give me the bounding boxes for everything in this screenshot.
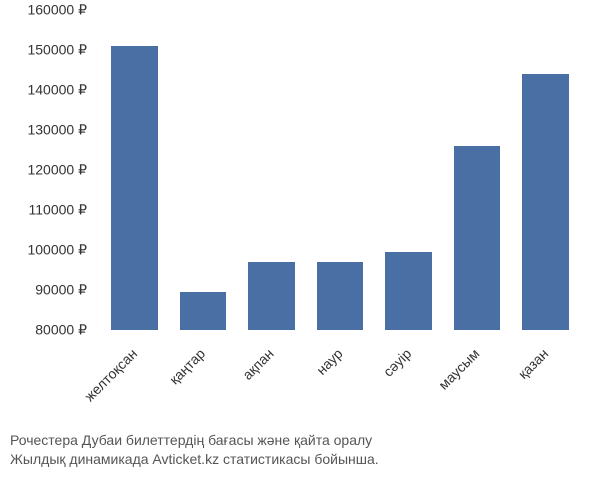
y-tick-label: 130000 ₽ [27,122,87,139]
y-tick-label: 160000 ₽ [27,2,87,19]
x-axis-labels: желтоқсанқаңтарақпаннаурсәуірмаусымқазан [100,335,580,435]
y-tick-label: 100000 ₽ [27,242,87,259]
bar [385,252,432,330]
y-axis: 80000 ₽90000 ₽100000 ₽110000 ₽120000 ₽13… [0,10,95,330]
bar [454,146,501,330]
bar [248,262,295,330]
x-tick-label: сәуір [380,345,414,379]
x-tick-label: маусым [436,345,483,392]
y-tick-label: 120000 ₽ [27,162,87,179]
caption-line-1: Рочестера Дубаи билеттердің бағасы және … [10,431,379,451]
y-tick-label: 150000 ₽ [27,42,87,59]
x-tick-label: ақпан [240,345,277,382]
x-tick-label: қаңтар [166,345,208,387]
bar [522,74,569,330]
chart-caption: Рочестера Дубаи билеттердің бағасы және … [10,431,379,470]
caption-line-2: Жылдық динамикада Avticket.kz статистика… [10,450,379,470]
y-tick-label: 90000 ₽ [35,282,87,299]
x-tick-label: наур [313,345,346,378]
x-tick-label: желтоқсан [81,345,140,404]
y-tick-label: 80000 ₽ [35,322,87,339]
bar [111,46,158,330]
y-tick-label: 140000 ₽ [27,82,87,99]
bar [180,292,227,330]
plot-area [100,10,580,330]
y-tick-label: 110000 ₽ [29,202,87,219]
bar [317,262,364,330]
x-tick-label: қазан [515,345,552,382]
